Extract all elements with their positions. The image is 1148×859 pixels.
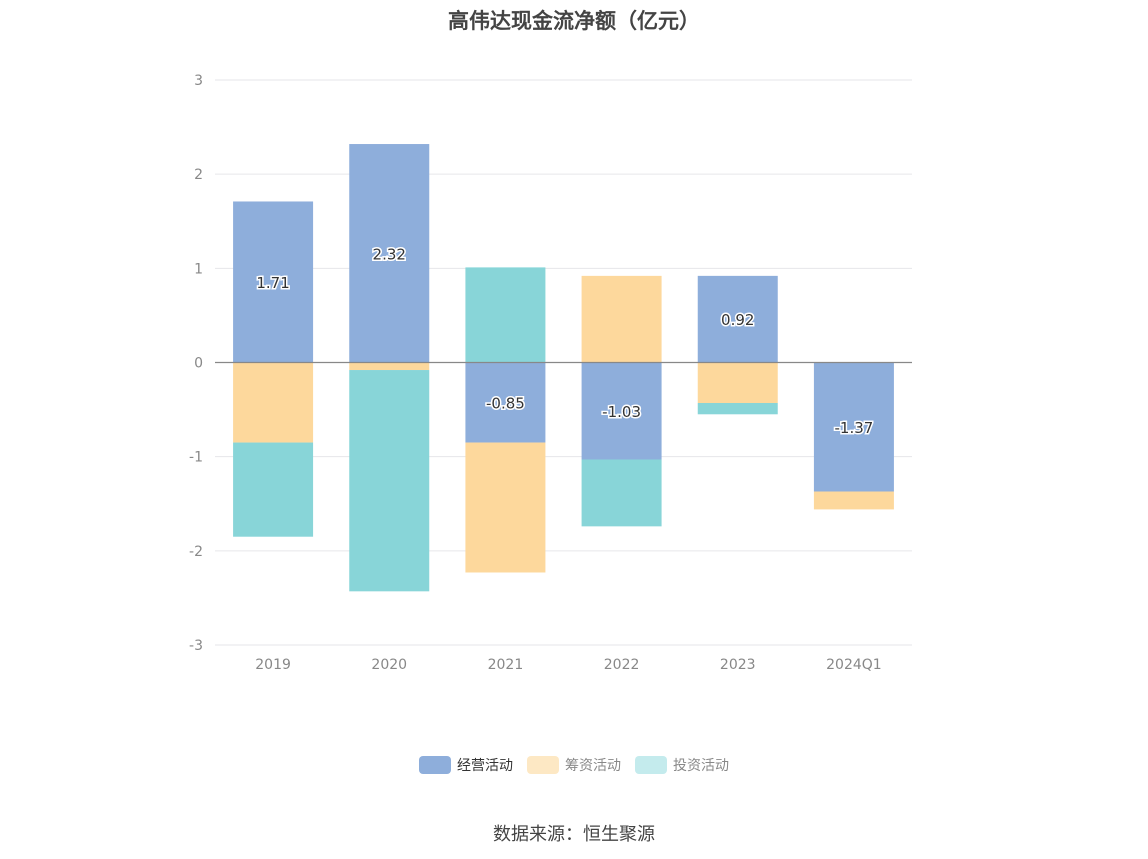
bar-financing bbox=[581, 275, 662, 363]
x-axis-ticks: 2019 2020 2021 2022 2023 2024Q1 bbox=[255, 657, 881, 673]
legend-item-investing[interactable]: 投资活动 bbox=[635, 755, 729, 775]
bar-financing bbox=[813, 491, 894, 510]
legend-item-operating[interactable]: 经营活动 bbox=[419, 755, 513, 775]
y-tick-label: 0 bbox=[194, 356, 203, 372]
bars bbox=[233, 144, 894, 592]
legend-label: 筹资活动 bbox=[565, 758, 621, 774]
bar-investing bbox=[581, 459, 662, 527]
bar-investing bbox=[697, 402, 778, 415]
data-labels: 1.71 2.32 -0.85 -1.03 0.92 -1.37 bbox=[255, 244, 875, 439]
grid-lines bbox=[215, 79, 912, 646]
y-tick-label: -1 bbox=[189, 450, 203, 466]
legend-swatch-financing bbox=[527, 756, 559, 774]
x-tick-label: 2020 bbox=[371, 657, 407, 673]
stacked-bar-chart: 1.71 2.32 -0.85 -1.03 0.92 -1.37 3 2 1 0 -1 -2 -3 2… bbox=[189, 73, 912, 673]
bar-operating bbox=[581, 362, 662, 460]
bar-financing bbox=[697, 362, 778, 403]
data-label: 0.92 bbox=[721, 311, 754, 329]
bar-investing bbox=[465, 267, 546, 363]
data-label: 1.71 bbox=[256, 274, 289, 292]
bar-investing bbox=[233, 442, 314, 537]
bar-financing bbox=[233, 362, 314, 443]
bar-operating bbox=[349, 144, 430, 363]
y-tick-label: -2 bbox=[189, 544, 203, 560]
x-tick-label: 2021 bbox=[488, 657, 524, 673]
y-tick-label: 1 bbox=[194, 261, 203, 277]
x-tick-label: 2022 bbox=[604, 657, 640, 673]
legend-label: 投资活动 bbox=[673, 758, 729, 774]
bar-operating bbox=[697, 275, 778, 363]
legend: 经营活动 筹资活动 投资活动 bbox=[0, 755, 1148, 775]
legend-swatch-investing bbox=[635, 756, 667, 774]
legend-item-financing[interactable]: 筹资活动 bbox=[527, 755, 621, 775]
chart-title: 高伟达现金流净额（亿元） bbox=[448, 9, 700, 33]
bar-investing bbox=[349, 370, 430, 592]
data-source: 数据来源：恒生聚源 bbox=[493, 824, 655, 845]
data-label: -0.85 bbox=[486, 395, 525, 413]
legend-label: 经营活动 bbox=[457, 758, 513, 774]
bar-operating bbox=[813, 362, 894, 492]
data-label: -1.37 bbox=[835, 419, 874, 437]
bar-operating bbox=[465, 362, 546, 443]
data-label: -1.03 bbox=[602, 403, 641, 421]
bar-operating bbox=[233, 201, 314, 363]
bar-financing bbox=[349, 362, 430, 371]
y-axis-ticks: 3 2 1 0 -1 -2 -3 bbox=[189, 73, 203, 654]
x-tick-label: 2023 bbox=[720, 657, 756, 673]
legend-swatch-operating bbox=[419, 756, 451, 774]
y-tick-label: 3 bbox=[194, 73, 203, 89]
y-tick-label: -3 bbox=[189, 638, 203, 654]
x-tick-label: 2019 bbox=[255, 657, 291, 673]
data-label: 2.32 bbox=[373, 245, 406, 263]
x-tick-label: 2024Q1 bbox=[826, 657, 882, 673]
y-tick-label: 2 bbox=[194, 167, 203, 183]
bar-financing bbox=[465, 442, 546, 573]
